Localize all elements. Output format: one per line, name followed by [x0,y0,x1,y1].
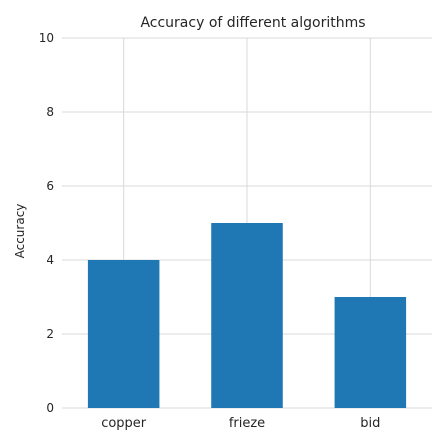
y-tick-label: 2 [46,327,54,341]
y-tick-labels: 0 2 4 6 8 10 [39,31,54,415]
bar-bid [334,297,407,408]
x-tick-label: frieze [229,416,265,431]
y-tick-label: 4 [46,253,54,267]
y-tick-label: 8 [46,105,54,119]
bar-copper [87,260,160,408]
chart-title: Accuracy of different algorithms [140,15,365,31]
y-tick-label: 10 [39,31,54,45]
bars [87,223,407,408]
y-tick-label: 6 [46,179,54,193]
bar-frieze [211,223,283,408]
y-axis-title: Accuracy [13,204,27,259]
x-tick-label: bid [360,416,380,431]
x-tick-labels: copper frieze bid [101,416,380,431]
y-tick-label: 0 [46,401,54,415]
x-tick-label: copper [101,416,147,431]
